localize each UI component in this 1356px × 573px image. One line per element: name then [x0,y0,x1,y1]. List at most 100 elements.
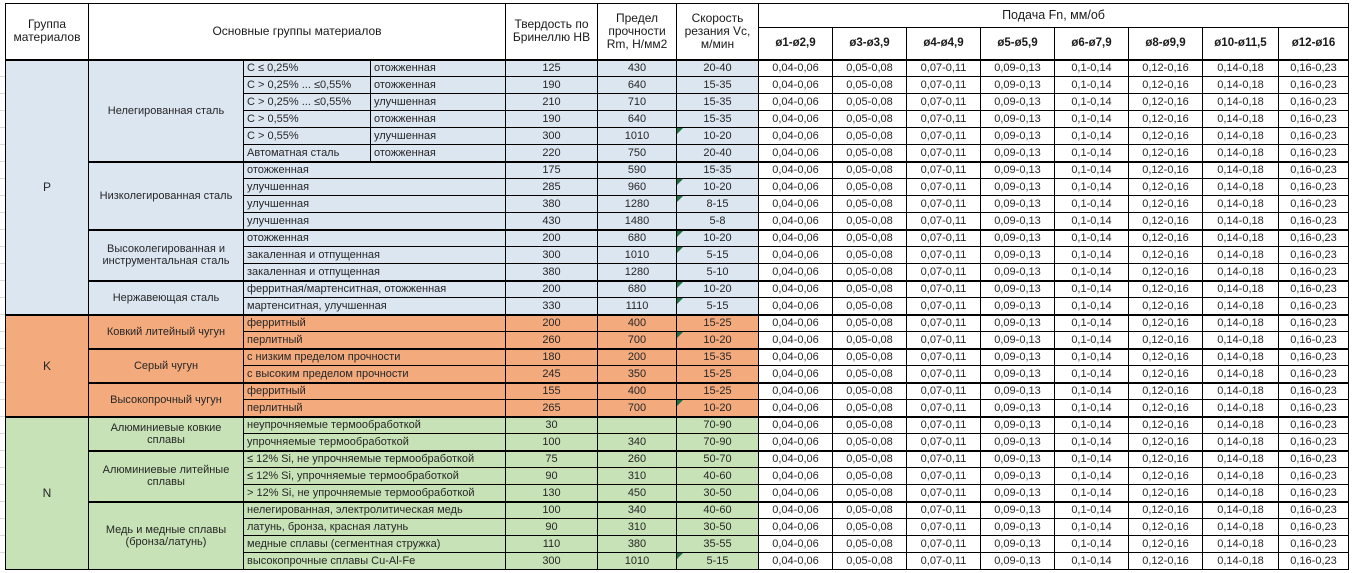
rm-cell[interactable]: 450 [597,484,677,502]
hb-cell[interactable]: 245 [505,365,598,383]
header-feed-d7[interactable]: ø10-ø11,5 [1202,27,1279,60]
feed-value-cell[interactable]: 0,1-0,14 [1054,381,1129,400]
description-cell[interactable]: нелегированная, электролитическая медь [243,500,506,519]
feed-value-cell[interactable]: 0,04-0,06 [758,297,833,315]
feed-value-cell[interactable]: 0,04-0,06 [758,313,833,332]
feed-value-cell[interactable]: 0,04-0,06 [758,365,833,383]
hb-cell[interactable]: 260 [505,331,598,349]
rm-cell[interactable]: 340 [597,500,677,519]
feed-value-cell[interactable]: 0,16-0,23 [1278,365,1349,383]
feed-value-cell[interactable]: 0,12-0,16 [1128,552,1203,570]
feed-value-cell[interactable]: 0,05-0,08 [832,500,907,519]
description-cell[interactable]: > 12% Si, не упрочняемые термообработкой [243,484,506,502]
feed-value-cell[interactable]: 0,16-0,23 [1278,449,1349,468]
feed-value-cell[interactable]: 0,07-0,11 [906,313,981,332]
feed-value-cell[interactable]: 0,07-0,11 [906,76,981,94]
feed-value-cell[interactable]: 0,14-0,18 [1202,212,1279,230]
vc-cell[interactable]: 50-70 [676,449,759,468]
state-cell[interactable]: улучшенная [370,127,506,145]
feed-value-cell[interactable]: 0,09-0,13 [980,415,1055,434]
feed-value-cell[interactable]: 0,1-0,14 [1054,484,1129,502]
feed-value-cell[interactable]: 0,14-0,18 [1202,246,1279,264]
group-code-cell[interactable]: P [5,58,89,315]
description-cell[interactable]: неупрочняемые термообработкой [243,415,506,434]
hb-cell[interactable]: 175 [505,160,598,179]
feed-value-cell[interactable]: 0,1-0,14 [1054,195,1129,213]
feed-value-cell[interactable]: 0,1-0,14 [1054,535,1129,553]
feed-value-cell[interactable]: 0,07-0,11 [906,433,981,451]
feed-value-cell[interactable]: 0,14-0,18 [1202,58,1279,77]
feed-value-cell[interactable]: 0,16-0,23 [1278,313,1349,332]
feed-value-cell[interactable]: 0,12-0,16 [1128,500,1203,519]
feed-value-cell[interactable]: 0,04-0,06 [758,381,833,400]
feed-value-cell[interactable]: 0,05-0,08 [832,246,907,264]
feed-value-cell[interactable]: 0,14-0,18 [1202,76,1279,94]
hb-cell[interactable]: 200 [505,279,598,298]
feed-value-cell[interactable]: 0,16-0,23 [1278,484,1349,502]
hb-cell[interactable]: 110 [505,535,598,553]
hb-cell[interactable]: 75 [505,449,598,468]
description-cell[interactable]: медные сплавы (сегментная стружка) [243,535,506,553]
state-cell[interactable]: отожженная [370,110,506,128]
description-cell[interactable]: отожженная [243,228,506,247]
feed-value-cell[interactable]: 0,05-0,08 [832,518,907,536]
feed-value-cell[interactable]: 0,07-0,11 [906,178,981,196]
feed-value-cell[interactable]: 0,09-0,13 [980,467,1055,485]
feed-value-cell[interactable]: 0,14-0,18 [1202,365,1279,383]
feed-value-cell[interactable]: 0,07-0,11 [906,399,981,417]
feed-value-cell[interactable]: 0,07-0,11 [906,127,981,145]
feed-value-cell[interactable]: 0,04-0,06 [758,467,833,485]
feed-value-cell[interactable]: 0,07-0,11 [906,500,981,519]
feed-value-cell[interactable]: 0,09-0,13 [980,484,1055,502]
description-cell[interactable]: перлитный [243,331,506,349]
feed-value-cell[interactable]: 0,16-0,23 [1278,246,1349,264]
feed-value-cell[interactable]: 0,14-0,18 [1202,313,1279,332]
feed-value-cell[interactable]: 0,12-0,16 [1128,263,1203,281]
feed-value-cell[interactable]: 0,04-0,06 [758,415,833,434]
feed-value-cell[interactable]: 0,05-0,08 [832,195,907,213]
vc-cell[interactable]: 10-20 [676,228,759,247]
hb-cell[interactable]: 200 [505,228,598,247]
feed-value-cell[interactable]: 0,09-0,13 [980,399,1055,417]
feed-value-cell[interactable]: 0,1-0,14 [1054,313,1129,332]
feed-value-cell[interactable]: 0,09-0,13 [980,500,1055,519]
feed-value-cell[interactable]: 0,05-0,08 [832,160,907,179]
feed-value-cell[interactable]: 0,12-0,16 [1128,297,1203,315]
vc-cell[interactable]: 8-15 [676,195,759,213]
vc-cell[interactable]: 10-20 [676,331,759,349]
feed-value-cell[interactable]: 0,07-0,11 [906,535,981,553]
header-hardness-hb[interactable]: Твердость по Бринеллю HB [505,3,598,60]
feed-value-cell[interactable]: 0,04-0,06 [758,552,833,570]
header-material-group[interactable]: Группа материалов [5,3,89,60]
feed-value-cell[interactable]: 0,09-0,13 [980,552,1055,570]
feed-value-cell[interactable]: 0,12-0,16 [1128,160,1203,179]
feed-value-cell[interactable]: 0,14-0,18 [1202,110,1279,128]
feed-value-cell[interactable]: 0,12-0,16 [1128,195,1203,213]
description-cell[interactable]: с низким пределом прочности [243,347,506,366]
feed-value-cell[interactable]: 0,16-0,23 [1278,381,1349,400]
feed-value-cell[interactable]: 0,04-0,06 [758,127,833,145]
feed-value-cell[interactable]: 0,07-0,11 [906,415,981,434]
description-cell[interactable]: высокопрочные сплавы Cu-Al-Fe [243,552,506,570]
feed-value-cell[interactable]: 0,05-0,08 [832,535,907,553]
vc-cell[interactable]: 5-15 [676,297,759,315]
feed-value-cell[interactable]: 0,12-0,16 [1128,331,1203,349]
feed-value-cell[interactable]: 0,12-0,16 [1128,178,1203,196]
header-feed-d3[interactable]: ø4-ø4,9 [906,27,981,60]
feed-value-cell[interactable]: 0,12-0,16 [1128,279,1203,298]
feed-value-cell[interactable]: 0,1-0,14 [1054,127,1129,145]
feed-value-cell[interactable]: 0,1-0,14 [1054,93,1129,111]
feed-value-cell[interactable]: 0,1-0,14 [1054,467,1129,485]
feed-value-cell[interactable]: 0,07-0,11 [906,144,981,162]
qualifier-cell[interactable]: C ≤ 0,25% [243,58,371,77]
feed-value-cell[interactable]: 0,09-0,13 [980,331,1055,349]
feed-value-cell[interactable]: 0,09-0,13 [980,228,1055,247]
feed-value-cell[interactable]: 0,05-0,08 [832,331,907,349]
feed-value-cell[interactable]: 0,07-0,11 [906,212,981,230]
description-cell[interactable]: упрочняемые термообработкой [243,433,506,451]
vc-cell[interactable]: 15-35 [676,76,759,94]
feed-value-cell[interactable]: 0,09-0,13 [980,144,1055,162]
state-cell[interactable]: отожженная [370,144,506,162]
feed-value-cell[interactable]: 0,04-0,06 [758,110,833,128]
feed-value-cell[interactable]: 0,09-0,13 [980,297,1055,315]
